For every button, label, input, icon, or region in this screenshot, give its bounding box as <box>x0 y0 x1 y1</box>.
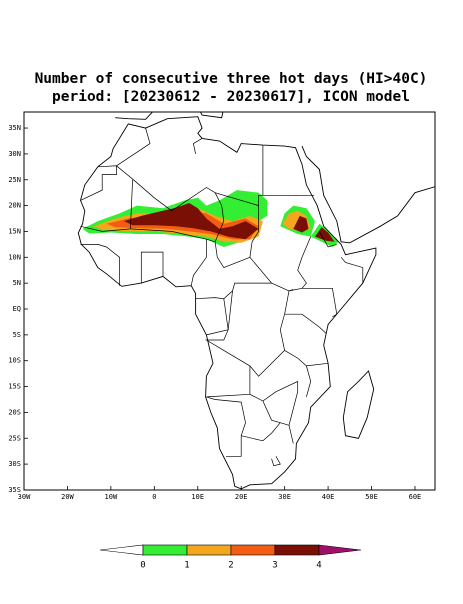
title-line: period: [20230612 - 20230617], ICON mode… <box>52 89 410 105</box>
coastline <box>342 370 375 439</box>
country-border <box>241 422 281 442</box>
country-border <box>80 225 131 232</box>
lat-tick-label: 35S <box>8 486 21 494</box>
country-border <box>116 128 151 167</box>
country-border <box>271 456 281 467</box>
hot-day-region <box>293 215 309 233</box>
map-frame <box>23 111 436 491</box>
coastline <box>77 116 377 490</box>
map <box>77 112 435 490</box>
lon-tick-label: 30E <box>278 493 291 501</box>
lat-tick-label: 25N <box>8 176 21 184</box>
country-border <box>190 239 207 286</box>
lat-tick-label: 10N <box>8 253 21 261</box>
country-border <box>206 298 229 336</box>
colorbar-label: 0 <box>140 561 145 571</box>
hot-day-region <box>123 203 259 240</box>
coastline <box>301 145 435 244</box>
title-line: Number of consecutive three hot days (HI… <box>35 71 428 87</box>
country-border <box>319 231 337 248</box>
colorbar-label: 1 <box>184 561 189 571</box>
colorbar-segment <box>274 544 320 556</box>
lat-tick-label: EQ <box>13 305 21 313</box>
country-border <box>288 289 294 292</box>
lon-tick-label: 0 <box>152 493 156 501</box>
colorbar: 0 1 2 3 4 <box>99 544 362 571</box>
coastline <box>199 112 224 119</box>
country-border <box>130 228 216 243</box>
lat-tick-label: 30N <box>8 150 21 158</box>
country-border <box>262 400 290 426</box>
hot-day-region <box>315 227 335 242</box>
lat-tick-label: 15N <box>8 227 21 235</box>
lat-tick-label: 35N <box>8 124 21 132</box>
lon-tick-label: 60E <box>409 493 422 501</box>
colorbar-label: 2 <box>228 561 233 571</box>
country-border <box>195 282 272 300</box>
country-border <box>80 165 117 201</box>
lon-tick-label: 10E <box>191 493 204 501</box>
colorbar-segment <box>318 544 362 556</box>
country-border <box>206 365 251 457</box>
colorbar-segment <box>142 544 188 556</box>
country-border <box>116 145 264 212</box>
colorbar-segment <box>99 544 144 556</box>
lon-tick-label: 10W <box>105 493 118 501</box>
lat-tick-label: 5N <box>13 279 21 287</box>
country-border <box>249 205 290 292</box>
country-border <box>340 257 364 284</box>
country-border <box>284 313 327 334</box>
country-border <box>288 236 312 292</box>
coastline <box>115 112 154 120</box>
country-border <box>205 290 290 377</box>
colorbar-segment <box>186 544 232 556</box>
country-border <box>306 365 312 397</box>
country-border <box>193 138 203 154</box>
lon-tick-label: 40E <box>322 493 335 501</box>
country-border <box>130 179 133 229</box>
country-border <box>249 380 299 444</box>
lon-tick-label: 50E <box>365 493 378 501</box>
lat-tick-label: 30S <box>8 460 21 468</box>
lat-tick-label: 15S <box>8 383 21 391</box>
country-border <box>302 287 338 318</box>
lat-tick-label: 5S <box>13 331 21 339</box>
colorbar-segment <box>230 544 276 556</box>
country-border <box>284 350 329 367</box>
lon-tick-label: 20W <box>61 493 74 501</box>
lon-tick-label: 30W <box>18 493 31 501</box>
lat-tick-label: 25S <box>8 434 21 442</box>
country-border <box>80 244 120 286</box>
colorbar-label: 3 <box>272 561 277 571</box>
lat-tick-label: 20N <box>8 202 21 210</box>
country-border <box>140 251 164 284</box>
colorbar-label: 4 <box>316 561 321 571</box>
country-border <box>214 192 251 269</box>
lat-tick-label: 20S <box>8 408 21 416</box>
lon-tick-label: 20E <box>235 493 248 501</box>
lat-tick-label: 10S <box>8 357 21 365</box>
